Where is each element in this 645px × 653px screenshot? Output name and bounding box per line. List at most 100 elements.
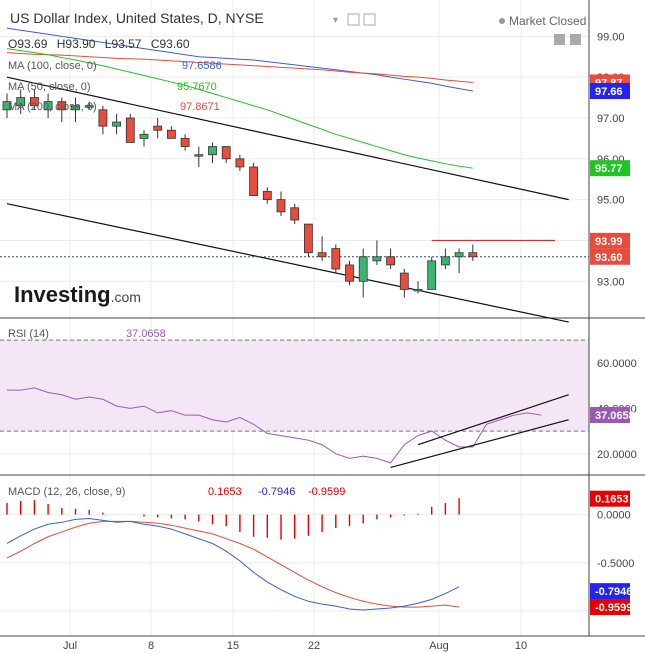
investing-logo: Investing.com [14,282,141,307]
date-tick-label: 10 [515,640,527,652]
candle-body [276,199,286,213]
candle-body [71,105,80,111]
macd-tag-box [590,490,630,507]
legend-macd-signal: -0.9599 [308,486,345,498]
candle-body [194,154,204,157]
ohlc-readout: O93.69 H93.90 L93.57 C93.60 [8,37,190,51]
chart-title: US Dollar Index, United States, D, NYSE [10,10,264,26]
rsi-tick-label: 60.0000 [597,358,637,370]
candle-body [317,252,327,258]
rsi-tag: 37.0658 [595,410,635,422]
candle-body [221,146,231,160]
legend-ma100-value: 97.6586 [182,60,222,72]
price-tag-box [590,248,630,265]
candle-body [235,158,245,168]
legend-ma100[interactable]: MA (100, close, 0) [8,60,97,72]
candle-body [139,133,149,139]
date-tick-label: 22 [308,640,320,652]
legend-ma50-value: 95.7670 [177,81,217,93]
candle-body [386,256,396,266]
candle-body [372,256,382,262]
price-tags: 97.8797.6695.7793.9993.6037.06580.1653-0… [590,74,635,616]
status-dot-icon [499,18,505,24]
rsi-trendline [417,394,569,446]
price-tick-label: 99.00 [597,31,625,43]
gear-icon[interactable] [363,13,376,26]
legend-macd[interactable]: MACD (12, 26, close, 9) [8,486,125,498]
price-tag: 95.77 [595,163,623,175]
candle-body [345,264,354,282]
ma100-line [6,27,473,92]
rsi-trendline [390,419,569,469]
candle-body [16,97,26,107]
candle-body [262,191,272,201]
macd-tag-box [590,583,630,600]
ma50-line [6,48,473,169]
eye-icon[interactable] [347,13,360,26]
rsi-plot [0,339,589,469]
price-plot [0,27,589,323]
price-tag-box [590,83,630,100]
legend-rsi[interactable]: RSI (14) [8,328,49,340]
macd-signal-line [6,520,460,608]
price-tag-box [590,160,630,177]
date-tick-label: Aug [429,640,449,652]
price-tag: 93.99 [595,236,623,248]
legend-macd-hist: 0.1653 [208,486,242,498]
candle-body [399,272,409,290]
candle-body [57,101,67,111]
price-tag: 97.66 [595,86,623,98]
candle-body [153,125,163,131]
macd-tag: -0.7946 [595,586,632,598]
trendline [6,203,569,323]
arrows-icon[interactable] [554,34,565,45]
candle-body [29,97,39,107]
date-tick-label: 15 [227,640,239,652]
rsi-tag-box [590,407,630,424]
rsi-line [7,387,542,464]
rsi-band [0,340,589,432]
legend-ma50[interactable]: MA (50, close, 0) [8,81,91,93]
macd-plot [6,498,460,611]
candle-body [208,146,217,156]
macd-tag: -0.9599 [595,602,632,614]
candle-body [358,256,368,282]
arrows-icon[interactable] [570,34,581,45]
price-tag: 93.60 [595,252,623,264]
chevron-down-icon[interactable]: ▾ [333,15,338,26]
candle-body [43,101,53,111]
macd-tag: 0.1653 [595,494,629,506]
candle-body [303,223,313,254]
macd-line [6,517,460,611]
candle-body [2,101,12,111]
market-status: Market Closed [509,14,586,28]
trendline [6,76,569,201]
candle-body [112,121,121,127]
legend-ma200[interactable]: MA (200, close, 0) [8,101,97,113]
rsi-tick-label: 20.0000 [597,449,637,461]
date-tick-label: Jul [63,640,77,652]
legend-ma200-value: 97.8671 [180,101,220,113]
candle-body [440,256,450,266]
candle-body [468,252,478,258]
macd-tag-box [590,599,630,616]
candle-body [413,289,423,292]
ma200-line [6,52,473,83]
price-tick-label: 97.00 [597,113,625,125]
candle-body [125,117,135,143]
candle-body [290,207,300,221]
macd-tick-label: 0.0000 [597,510,631,522]
candle-body [331,248,341,270]
price-tick-label: 93.00 [597,276,625,288]
price-tag-box [590,232,630,249]
legend-macd-value: -0.7946 [258,486,295,498]
candle-body [180,137,190,147]
legend-rsi-value: 37.0658 [126,328,166,340]
candle-body [454,252,464,258]
price-tick-label: 95.00 [597,195,625,207]
candle-body [427,260,437,290]
date-tick-label: 8 [148,640,154,652]
candle-body [84,105,94,108]
candle-body [249,166,259,196]
